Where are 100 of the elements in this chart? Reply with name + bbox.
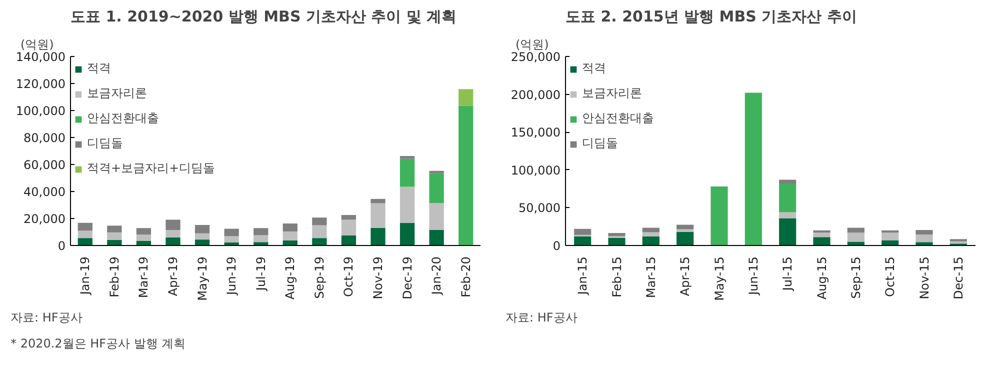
bar [370, 198, 386, 204]
bar [642, 232, 660, 236]
x-tick-label: Oct-19 [342, 256, 356, 297]
bar [813, 237, 830, 246]
x-tick-label: Dec-15 [951, 256, 966, 300]
bar [78, 238, 92, 246]
x-tick-label: Mar-19 [136, 256, 151, 298]
bar [813, 232, 830, 238]
bar [916, 230, 933, 235]
x-tick-label: May-15 [712, 256, 726, 301]
x-tick-label: Dec-19 [400, 256, 414, 300]
x-tick-label: Oct-15 [883, 256, 898, 297]
y-tick-label: 150,000 [510, 126, 560, 140]
bar [642, 228, 660, 232]
x-tick-label: Jun-19 [224, 256, 239, 296]
bar [882, 232, 899, 240]
legend-label: 적격 [582, 60, 606, 77]
x-tick-label: Apr-19 [166, 256, 180, 296]
bar [847, 242, 864, 246]
bar [136, 228, 152, 235]
x-tick-label: Jun-15 [746, 256, 760, 296]
y-axis-title: (억원) [20, 38, 54, 52]
bar [312, 218, 327, 226]
y-tick-label: 250,000 [510, 50, 560, 64]
bar [574, 228, 592, 235]
bar [676, 232, 694, 246]
bar [916, 234, 933, 242]
bar [676, 229, 694, 232]
bar [779, 184, 796, 212]
x-tick-label: Feb-15 [610, 256, 624, 298]
legend-label: 안심전환대출 [582, 110, 654, 127]
bar [847, 228, 864, 233]
bar [779, 212, 796, 218]
bar [400, 186, 415, 223]
bar [194, 240, 210, 246]
y-axis-title: (억원) [516, 38, 549, 52]
bar [710, 186, 728, 246]
y-tick-label: 120,000 [16, 77, 66, 91]
bar [847, 232, 864, 242]
bar [676, 224, 694, 230]
legend-label: 보금자리론 [582, 85, 642, 102]
bar [224, 228, 239, 236]
bar [78, 222, 92, 231]
bar [916, 242, 933, 246]
bar [224, 236, 239, 242]
bar [429, 230, 444, 246]
bar [78, 230, 92, 238]
bar [194, 224, 210, 234]
x-tick-label: Jan-20 [430, 256, 444, 296]
bar [312, 238, 327, 246]
bar [744, 92, 762, 246]
x-tick-label: Jul-15 [780, 256, 795, 292]
x-tick-label: May-19 [195, 256, 210, 301]
legend-label: 디딤돌 [582, 135, 618, 152]
y-tick-label: 100,000 [16, 104, 66, 118]
bar [282, 231, 298, 241]
bar [254, 235, 268, 242]
chart-title: 도표 2. 2015년 발행 MBS 기초자산 추이 [566, 8, 857, 26]
bar [642, 236, 660, 246]
bar [166, 220, 180, 230]
bar [254, 228, 268, 236]
x-tick-label: Aug-15 [814, 256, 829, 300]
x-tick-label: Jan-15 [576, 256, 590, 296]
bar [107, 240, 122, 246]
bar [341, 220, 356, 236]
y-tick-label: 0 [552, 239, 561, 253]
bar [194, 233, 210, 240]
bar [400, 222, 415, 246]
bar [608, 233, 626, 236]
y-tick-label: 80,000 [24, 131, 66, 145]
x-tick-label: Mar-15 [644, 256, 658, 298]
y-tick-label: 20,000 [24, 212, 66, 226]
bar [429, 202, 444, 230]
y-tick-label: 100,000 [510, 163, 560, 178]
bar [282, 223, 298, 232]
legend-label: 안심전환대출 [87, 110, 159, 127]
y-tick-label: 40,000 [24, 185, 66, 199]
bar [370, 228, 386, 246]
bar [429, 173, 444, 203]
bar [107, 226, 122, 232]
x-tick-label: Nov-19 [371, 256, 385, 300]
x-tick-label: Feb-19 [107, 256, 122, 298]
text: 자료: HF공사 [506, 310, 578, 324]
bar [400, 156, 415, 159]
y-tick-label: 50,000 [518, 201, 561, 216]
bar [166, 230, 180, 238]
y-tick-label: 0 [58, 239, 66, 253]
bar [107, 232, 122, 240]
bar [574, 236, 592, 246]
bar [166, 237, 180, 246]
y-tick-label: 200,000 [510, 88, 560, 102]
chart-title: 도표 1. 2019~2020 발행 MBS 기초자산 추이 및 계획 [70, 8, 457, 26]
bar [882, 240, 899, 246]
bar [813, 230, 830, 233]
bar [779, 218, 796, 246]
legend-label: 적격 [87, 60, 111, 77]
bar [341, 236, 356, 246]
x-tick-label: Apr-15 [678, 256, 692, 296]
legend-label: 보금자리론 [87, 85, 147, 102]
x-tick-label: Aug-19 [283, 256, 298, 300]
